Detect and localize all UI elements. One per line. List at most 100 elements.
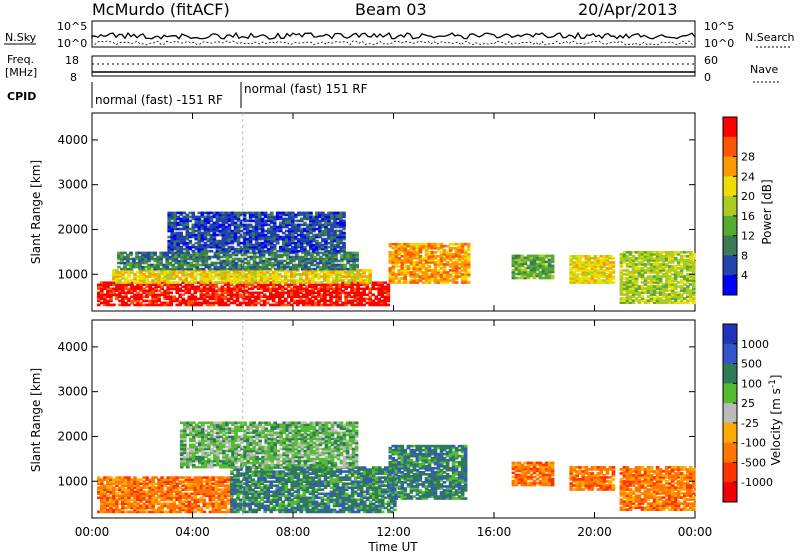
power-cell: [200, 249, 205, 253]
power-cell: [133, 295, 137, 299]
power-cell: [187, 285, 192, 289]
power-cell: [274, 289, 279, 293]
power-cell: [160, 279, 164, 282]
power-cell: [257, 241, 262, 245]
power-cell: [667, 259, 672, 262]
power-cell: [352, 259, 356, 263]
power-cell: [327, 215, 331, 219]
power-cell: [587, 263, 592, 266]
power-cell: [234, 265, 239, 269]
velocity-cell: [208, 492, 213, 496]
power-cell: [454, 275, 459, 278]
power-cell: [242, 213, 247, 217]
velocity-cell: [181, 506, 186, 510]
power-cell: [292, 259, 296, 263]
power-cell: [311, 277, 315, 280]
power-cell: [424, 257, 429, 260]
power-cell: [191, 215, 196, 219]
power-cell: [424, 267, 429, 270]
power-cell: [190, 295, 195, 299]
power-cell: [330, 227, 334, 231]
power-cell: [197, 249, 202, 253]
power-cell: [138, 259, 142, 263]
power-cell: [182, 211, 187, 215]
velocity-cell: [178, 510, 183, 514]
power-cell: [281, 241, 286, 245]
power-cell: [679, 271, 684, 274]
power-cell: [266, 235, 271, 239]
power-cell: [605, 273, 610, 276]
power-cell: [257, 243, 262, 247]
power-cell: [569, 271, 574, 274]
power-cell: [223, 277, 228, 280]
power-cell: [301, 267, 305, 271]
power-cell: [448, 275, 453, 278]
power-cell: [538, 262, 543, 266]
power-cell: [634, 281, 639, 284]
power-cell: [254, 247, 259, 251]
power-cell: [572, 263, 577, 266]
power-cell: [274, 287, 279, 291]
power-cell: [362, 279, 366, 282]
power-cell: [673, 301, 678, 305]
power-cell: [391, 261, 396, 264]
power-cell: [299, 297, 303, 301]
power-cell: [679, 301, 684, 305]
power-cell: [590, 275, 595, 278]
power-cell: [655, 297, 660, 300]
power-cell: [643, 289, 648, 292]
power-cell: [203, 247, 208, 251]
power-cell: [511, 254, 516, 258]
power-cell: [670, 281, 675, 284]
velocity-cell: [148, 494, 152, 498]
power-cell: [572, 275, 577, 278]
power-cell: [412, 244, 417, 248]
power-cell: [259, 287, 264, 291]
power-cell: [412, 257, 417, 260]
cpid-segment-1: normal (fast) -151 RF: [95, 93, 223, 107]
velocity-cell: [196, 486, 201, 490]
power-cell: [207, 263, 212, 267]
power-cell: [162, 267, 167, 271]
power-cell: [442, 257, 447, 260]
velocity-cell: [187, 508, 192, 512]
power-cell: [151, 297, 155, 301]
power-cell: [334, 257, 338, 261]
power-cell: [409, 244, 414, 248]
power-cell: [327, 221, 331, 225]
power-cell: [608, 273, 613, 276]
power-cell: [154, 295, 158, 299]
power-cell: [667, 289, 672, 292]
power-cell: [463, 279, 468, 282]
power-cell: [430, 273, 435, 276]
power-cell: [257, 225, 262, 229]
velocity-cell: [196, 488, 201, 492]
power-cell: [139, 295, 143, 299]
power-cell: [268, 287, 273, 291]
power-cell: [260, 217, 265, 221]
power-cell: [299, 281, 303, 284]
power-cell: [287, 271, 291, 274]
power-cell: [625, 297, 630, 300]
velocity-cell: [202, 504, 207, 508]
power-cell: [347, 279, 351, 282]
power-cell: [169, 303, 174, 307]
power-cell: [300, 227, 304, 231]
power-cell: [241, 287, 246, 291]
power-cell: [596, 271, 601, 274]
power-cell: [340, 267, 344, 271]
power-cell: [254, 223, 259, 227]
power-cell: [670, 285, 675, 288]
power-cell: [243, 261, 248, 265]
power-cell: [236, 247, 241, 251]
power-cell: [274, 293, 279, 297]
power-cell: [173, 213, 178, 217]
power-cell: [544, 274, 549, 278]
power-cell: [269, 231, 274, 235]
velocity-cell: [163, 502, 168, 506]
power-cell: [391, 269, 396, 272]
power-cell: [689, 275, 693, 278]
power-cell: [213, 255, 218, 259]
power-cell: [308, 273, 312, 276]
power-cell: [274, 283, 279, 287]
